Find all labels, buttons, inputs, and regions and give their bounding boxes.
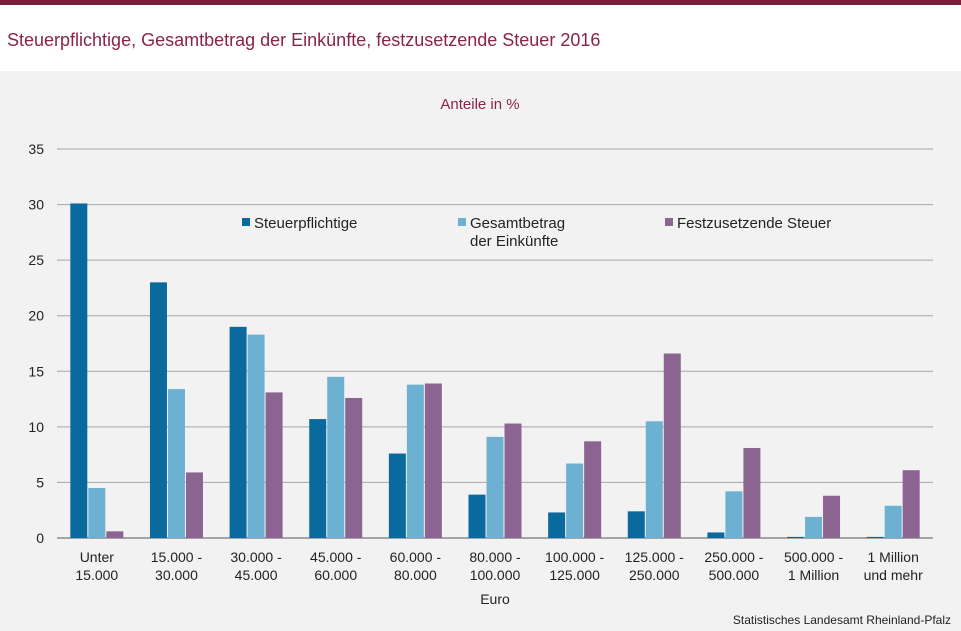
bar [627, 511, 645, 538]
x-tick-label: 1 Million [788, 567, 839, 583]
x-tick-label: 15.000 [75, 567, 118, 583]
x-tick-label: Unter [80, 549, 115, 565]
y-tick-label: 0 [36, 530, 44, 546]
bar [247, 334, 265, 538]
bar [327, 376, 345, 538]
x-tick-label: 1 Million [868, 549, 919, 565]
legend-label: Steuerpflichtige [254, 215, 357, 232]
bar [468, 494, 486, 538]
x-axis-label: Euro [480, 591, 510, 607]
x-tick-label: und mehr [864, 567, 923, 583]
x-tick-label: 30.000 [155, 567, 198, 583]
bar [743, 447, 761, 538]
y-tick-label: 20 [28, 308, 44, 324]
bar [265, 392, 283, 538]
x-tick-label: 60.000 [314, 567, 357, 583]
bar [884, 505, 902, 538]
y-tick-label: 25 [28, 252, 44, 268]
bar [866, 536, 884, 538]
legend-swatch [458, 218, 466, 226]
y-tick-label: 30 [28, 197, 44, 213]
legend-swatch [242, 218, 250, 226]
legend-swatch [665, 218, 673, 226]
bar [106, 531, 124, 538]
x-tick-label: 250.000 - [704, 549, 763, 565]
bar [229, 326, 247, 538]
bar [584, 441, 602, 538]
x-tick-label: 125.000 [549, 567, 600, 583]
bar [345, 397, 363, 538]
top-accent-bar [0, 0, 961, 5]
bar [707, 532, 725, 538]
legend-label: der Einkünfte [470, 233, 558, 250]
bar [787, 536, 805, 538]
bar [548, 512, 566, 538]
x-tick-label: 500.000 [709, 567, 760, 583]
bar [645, 421, 663, 538]
y-tick-label: 35 [28, 141, 44, 157]
x-tick-label: 30.000 - [230, 549, 282, 565]
x-tick-label: 45.000 - [310, 549, 362, 565]
x-tick-label: 80.000 [394, 567, 437, 583]
legend-label: Gesamtbetrag [470, 215, 565, 232]
x-tick-label: 100.000 [470, 567, 521, 583]
bar [566, 463, 584, 538]
x-tick-label: 100.000 - [545, 549, 604, 565]
x-tick-label: 250.000 [629, 567, 680, 583]
bar [388, 453, 406, 538]
legend-label: Festzusetzende Steuer [677, 215, 831, 232]
bar [70, 203, 88, 538]
x-tick-label: 80.000 - [469, 549, 521, 565]
x-tick-label: 15.000 - [151, 549, 203, 565]
y-tick-label: 10 [28, 419, 44, 435]
y-tick-label: 5 [36, 474, 44, 490]
source-note: Statistisches Landesamt Rheinland-Pfalz [732, 613, 951, 627]
bar [309, 419, 327, 538]
bar [725, 491, 743, 538]
bar [406, 384, 424, 538]
bar [88, 487, 106, 538]
bar [167, 389, 185, 538]
bar [185, 472, 203, 538]
y-tick-label: 15 [28, 363, 44, 379]
x-tick-label: 125.000 - [625, 549, 684, 565]
bar [424, 383, 442, 538]
page-title: Steuerpflichtige, Gesamtbetrag der Einkü… [7, 30, 601, 50]
x-tick-label: 60.000 - [390, 549, 442, 565]
bar [805, 516, 823, 538]
bar [902, 470, 920, 538]
bar [663, 353, 681, 538]
chart-panel: Anteile in % 0 5 10 15 20 25 30 35 Unter 15.000 15.… [0, 71, 961, 631]
bar [504, 423, 522, 538]
bar [486, 436, 504, 538]
bar [149, 282, 167, 538]
bar-chart: Anteile in % 0 5 10 15 20 25 30 35 Unter 15.000 15.… [28, 96, 933, 607]
x-tick-label: 45.000 [235, 567, 278, 583]
bar [823, 495, 841, 538]
chart-title: Anteile in % [440, 96, 519, 113]
x-tick-label: 500.000 - [784, 549, 843, 565]
